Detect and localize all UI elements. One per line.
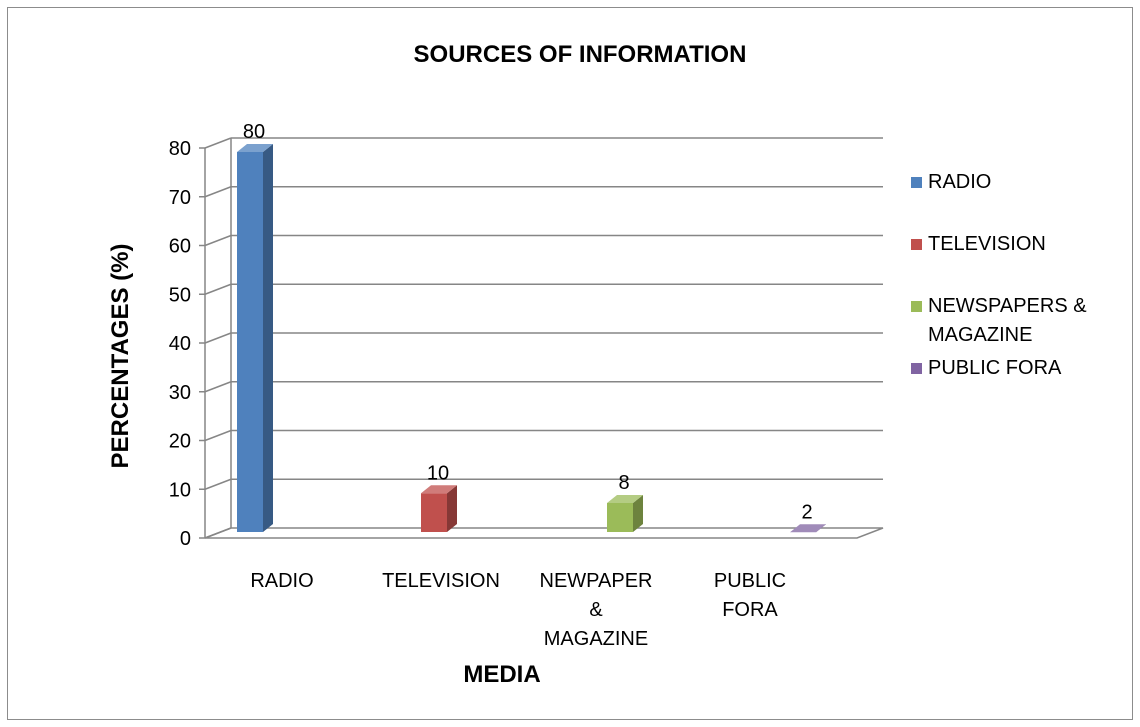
- legend-label: TELEVISION: [928, 233, 1046, 255]
- legend-swatch: [911, 363, 922, 374]
- legend-swatch: [911, 177, 922, 188]
- gridline-side: [204, 381, 232, 393]
- bar-newspapers-magazine: [607, 495, 643, 532]
- legend-item: RADIO: [911, 171, 991, 193]
- gridlines: [204, 137, 883, 539]
- y-tick-label: 60: [169, 236, 191, 258]
- bar-front: [421, 493, 447, 532]
- gridline-side: [204, 186, 232, 198]
- y-tick-label: 10: [169, 479, 191, 501]
- legend: RADIO TELEVISION NEWSPAPERS & MAGAZINE PUBLI…: [911, 171, 1087, 379]
- bars: [237, 144, 826, 533]
- y-tick-label: 30: [169, 382, 191, 404]
- legend-item: PUBLIC FORA: [911, 357, 1062, 379]
- data-labels: 80 10 8 2: [243, 121, 813, 523]
- chart-frame: [7, 7, 1133, 720]
- chart-title: SOURCES OF INFORMATION: [414, 41, 747, 68]
- data-label: 2: [801, 501, 812, 523]
- y-tick-label: 0: [180, 528, 191, 550]
- bar-side: [447, 485, 457, 532]
- legend-item: TELEVISION: [911, 233, 1046, 255]
- bar-television: [421, 485, 457, 532]
- gridline-side: [204, 429, 232, 442]
- bar-side: [633, 495, 643, 532]
- data-label: 10: [427, 462, 449, 484]
- x-axis-title: MEDIA: [463, 661, 540, 688]
- bar-front: [607, 503, 633, 532]
- bar-top: [421, 485, 457, 494]
- legend-item: NEWSPAPERS & MAGAZINE: [911, 295, 1087, 346]
- legend-label: NEWSPAPERS & MAGAZINE: [928, 295, 1087, 346]
- y-tick-labels: 0 10 20 30 40 50 60 70 80: [169, 138, 191, 550]
- bar-top: [237, 144, 273, 152]
- data-label: 80: [243, 121, 265, 143]
- legend-swatch: [911, 239, 922, 250]
- bar-side: [263, 144, 273, 532]
- category-label: RADIO: [250, 570, 313, 592]
- bar-radio: [237, 144, 273, 532]
- category-label: TELEVISION: [382, 570, 500, 592]
- category-label: PUBLIC FORA: [714, 570, 786, 621]
- floor: [204, 527, 884, 539]
- legend-label: RADIO: [928, 171, 991, 193]
- gridline-side: [204, 234, 232, 247]
- legend-swatch: [911, 301, 922, 312]
- y-tick-label: 20: [169, 431, 191, 453]
- y-tick-label: 50: [169, 284, 191, 306]
- gridline-side: [204, 478, 232, 490]
- y-tick-label: 40: [169, 333, 191, 355]
- y-tick-label: 80: [169, 138, 191, 160]
- data-label: 8: [618, 472, 629, 494]
- gridline-side: [204, 137, 232, 149]
- axes: [199, 138, 884, 539]
- bar-top: [607, 495, 643, 503]
- bar-public-fora: [790, 524, 826, 533]
- category-label: NEWPAPER & MAGAZINE: [540, 570, 653, 650]
- gridline-side: [204, 283, 232, 295]
- gridline-side: [204, 332, 232, 344]
- bar-top: [790, 524, 826, 533]
- y-tick-label: 70: [169, 187, 191, 209]
- bar-front: [237, 152, 263, 532]
- y-axis-title: PERCENTAGES (%): [107, 244, 134, 469]
- category-labels: RADIO TELEVISION NEWPAPER & MAGAZINE PUBLIC FO…: [250, 570, 786, 650]
- legend-label: PUBLIC FORA: [928, 357, 1062, 379]
